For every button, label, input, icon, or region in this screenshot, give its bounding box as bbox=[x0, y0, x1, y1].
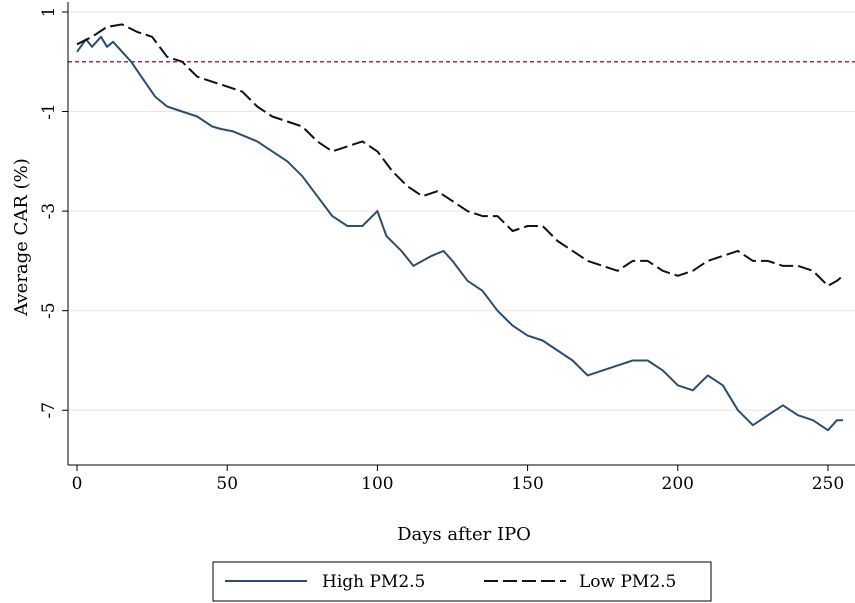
y-tick-label-4: -7 bbox=[39, 402, 59, 419]
legend: High PM2.5 Low PM2.5 bbox=[212, 561, 712, 602]
grid-lines bbox=[68, 11, 855, 411]
legend-label-high-pm25: High PM2.5 bbox=[322, 572, 425, 592]
x-axis-ticks: 0 50 100 150 200 250 bbox=[72, 465, 844, 494]
x-tick-label-0: 0 bbox=[72, 474, 83, 494]
y-tick-label-0: 1 bbox=[39, 7, 59, 18]
x-axis-title: Days after IPO bbox=[397, 524, 531, 545]
y-axis-ticks: 1 -1 -3 -5 -7 bbox=[39, 7, 68, 419]
series-line-low-pm25 bbox=[76, 23, 844, 287]
x-tick-label-3: 150 bbox=[511, 474, 543, 494]
series-lines bbox=[76, 23, 844, 432]
y-tick-label-3: -5 bbox=[39, 302, 59, 319]
axes bbox=[67, 2, 855, 466]
legend-label-low-pm25: Low PM2.5 bbox=[579, 572, 676, 592]
x-tick-label-4: 200 bbox=[662, 474, 694, 494]
x-tick-label-5: 250 bbox=[812, 474, 844, 494]
x-tick-label-1: 50 bbox=[216, 474, 238, 494]
x-tick-label-2: 100 bbox=[361, 474, 393, 494]
y-axis-title: Average CAR (%) bbox=[11, 158, 32, 317]
y-tick-label-2: -3 bbox=[39, 203, 59, 220]
y-tick-label-1: -1 bbox=[39, 103, 59, 120]
series-line-high-pm25 bbox=[76, 35, 843, 432]
